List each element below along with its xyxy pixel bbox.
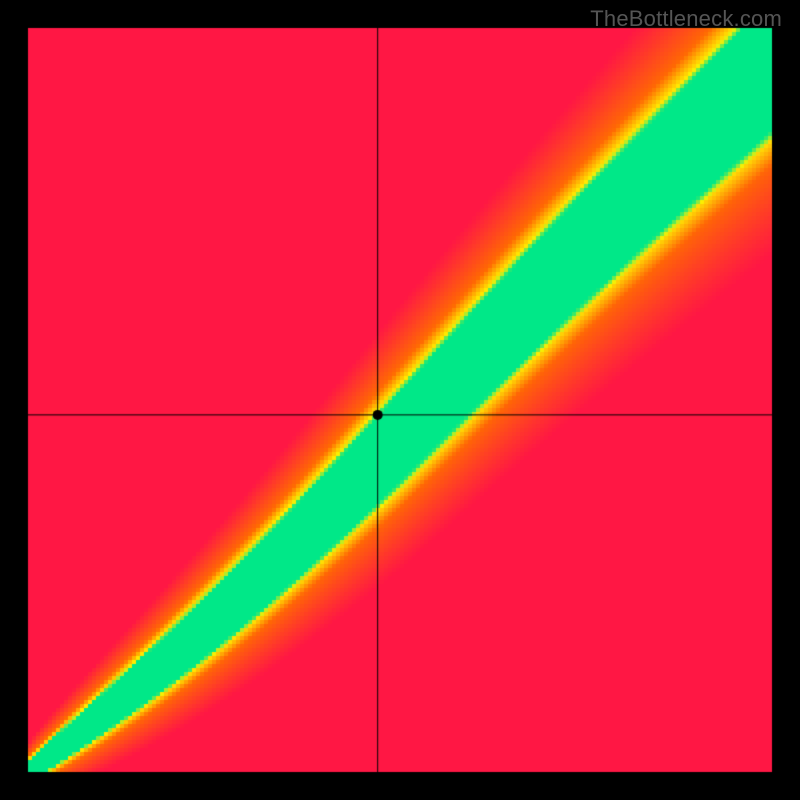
bottleneck-heatmap: TheBottleneck.com bbox=[0, 0, 800, 800]
heatmap-canvas bbox=[0, 0, 800, 800]
watermark-text: TheBottleneck.com bbox=[590, 6, 782, 32]
